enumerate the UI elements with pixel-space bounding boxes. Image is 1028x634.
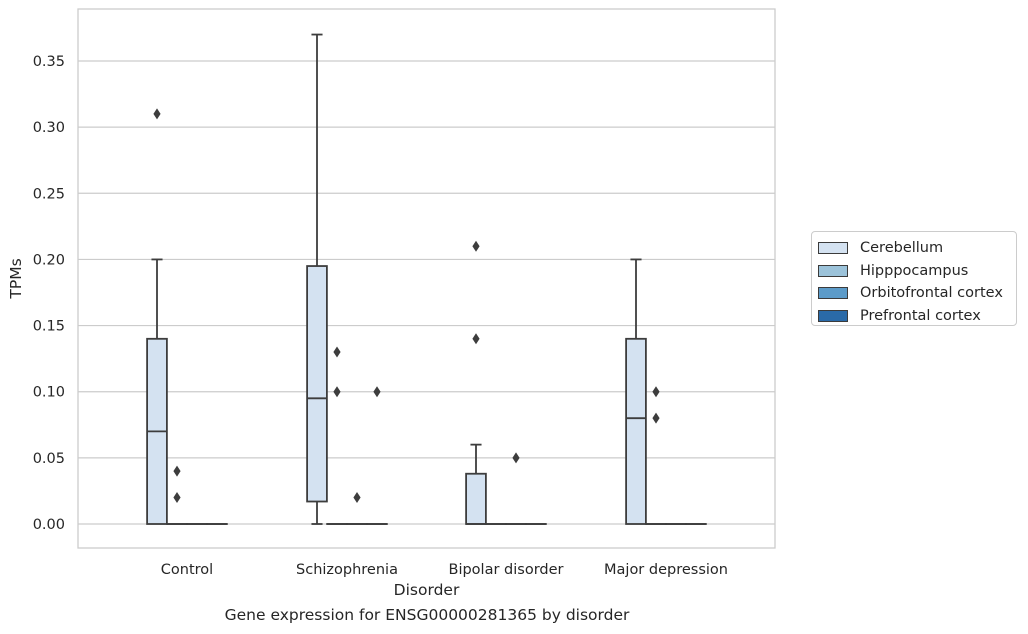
legend-item: Orbitofrontal cortex	[818, 282, 1016, 305]
legend-swatch	[818, 309, 848, 322]
legend-label: Cerebellum	[860, 240, 944, 257]
outlier-point	[353, 492, 361, 504]
outlier-point	[512, 452, 520, 464]
legend: Cerebellum Hipppocampus Orbitofrontal cort…	[811, 231, 1017, 326]
box-group	[346, 492, 368, 525]
box-group	[645, 386, 667, 525]
tick-labels: 0.00 0.05 0.10 0.15 0.20 0.25 0.30 0.35 Control S…	[33, 54, 728, 578]
legend-swatch	[818, 242, 848, 255]
y-tick-label: 0.35	[33, 54, 65, 70]
x-tick-label: Major depression	[604, 562, 728, 578]
box	[465, 472, 487, 525]
box	[625, 337, 647, 525]
chart-caption: Gene expression for ENSG00000281365 by d…	[224, 606, 630, 624]
x-tick-label: Bipolar disorder	[449, 562, 564, 578]
box-group	[625, 258, 647, 525]
y-tick-label: 0.25	[33, 186, 65, 202]
legend-label: Prefrontal cortex	[860, 307, 981, 324]
y-tick-label: 0.05	[33, 451, 65, 467]
box-group	[306, 33, 328, 525]
legend-swatch	[818, 287, 848, 300]
box-group	[166, 465, 188, 525]
legend-item: Prefrontal cortex	[818, 305, 1016, 328]
box-plot-marks	[146, 33, 707, 525]
x-tick-label: Schizophrenia	[296, 562, 398, 578]
box	[306, 265, 328, 503]
box-group	[505, 452, 527, 525]
y-tick-label: 0.30	[33, 120, 65, 136]
outlier-point	[173, 492, 181, 504]
legend-swatch	[818, 264, 848, 277]
outlier-point	[333, 346, 341, 358]
outlier-point	[652, 386, 660, 398]
x-axis-label: Disorder	[394, 581, 460, 599]
box-group	[326, 346, 348, 525]
outlier-point	[652, 412, 660, 424]
legend-item: Hipppocampus	[818, 260, 1016, 283]
y-tick-label: 0.10	[33, 385, 65, 401]
box-group	[366, 386, 388, 525]
y-tick-label: 0.15	[33, 319, 65, 335]
box-group	[146, 108, 168, 525]
grid-lines	[78, 60, 775, 525]
outlier-point	[333, 386, 341, 398]
y-tick-label: 0.00	[33, 517, 65, 533]
plot-frame	[77, 8, 776, 549]
x-tick-label: Control	[161, 562, 213, 578]
outlier-point	[472, 333, 480, 345]
y-axis-label: TPMs	[7, 258, 25, 299]
legend-label: Orbitofrontal cortex	[860, 285, 1003, 302]
legend-item: Cerebellum	[818, 237, 1016, 260]
y-tick-label: 0.20	[33, 252, 65, 268]
outlier-point	[173, 465, 181, 477]
outlier-point	[153, 108, 161, 120]
axes	[77, 8, 776, 549]
outlier-point	[373, 386, 381, 398]
legend-label: Hipppocampus	[860, 262, 969, 279]
box-group	[465, 240, 487, 525]
outlier-point	[472, 240, 480, 252]
